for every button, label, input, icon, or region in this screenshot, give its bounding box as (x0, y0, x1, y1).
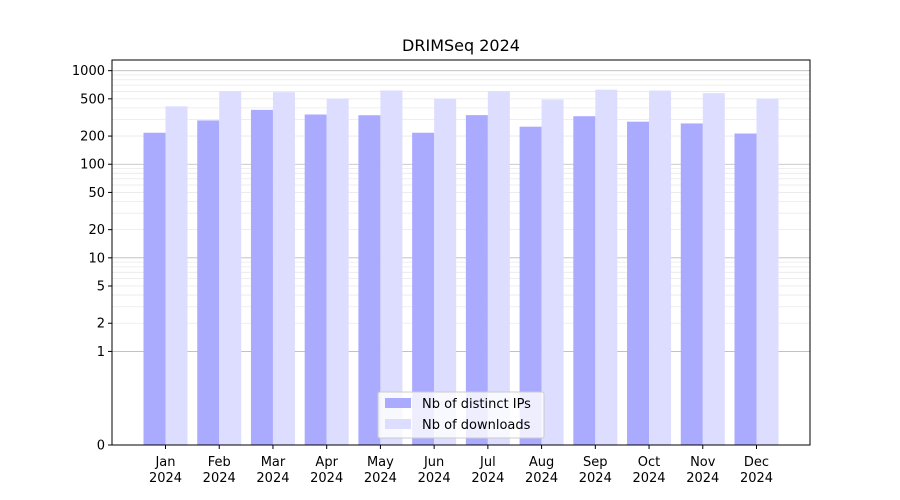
x-tick-label-month: Sep (583, 455, 608, 470)
bar-downloads (326, 98, 349, 446)
bar-distinct-ips (519, 126, 542, 445)
x-tick-label-month: Dec (744, 455, 769, 470)
bar-distinct-ips (250, 109, 273, 446)
x-tick-label-month: Mar (261, 455, 286, 470)
bar-downloads (487, 91, 510, 445)
x-tick-label-month: Jul (479, 455, 496, 470)
x-tick-label-year: 2024 (364, 471, 397, 486)
bar-downloads (595, 89, 618, 446)
bar-distinct-ips (304, 114, 327, 445)
y-tick-label: 2 (97, 317, 105, 332)
bar-distinct-ips (197, 120, 220, 445)
legend-box (377, 391, 545, 439)
bar-downloads (272, 92, 295, 445)
x-tick-label-month: Apr (315, 455, 338, 470)
bar-distinct-ips (573, 116, 596, 446)
x-tick-label-year: 2024 (579, 471, 612, 486)
bar-downloads (219, 91, 242, 446)
legend-swatch-distinct-ips (385, 398, 411, 408)
y-tick-label: 500 (80, 92, 105, 107)
bar-distinct-ips (412, 132, 435, 445)
legend-swatch-downloads (385, 419, 411, 429)
bar-distinct-ips (680, 123, 703, 445)
x-tick-label-year: 2024 (256, 471, 289, 486)
axis-ticks: 01251020501002005001000Jan2024Feb2024Mar… (72, 64, 773, 486)
bar-distinct-ips (734, 133, 757, 445)
x-tick-label-year: 2024 (310, 471, 343, 486)
y-tick-label: 10 (88, 251, 105, 266)
x-tick-label-year: 2024 (632, 471, 665, 486)
plot-area-frame (111, 59, 811, 446)
bar-distinct-ips (358, 115, 381, 445)
y-tick-label: 5 (97, 280, 105, 295)
y-tick-label: 0 (97, 439, 105, 454)
chart-title: DRIMSeq 2024 (402, 36, 520, 55)
x-tick-label-month: Jun (423, 455, 444, 470)
x-tick-label-month: Feb (208, 455, 231, 470)
x-tick-label-month: Oct (638, 455, 660, 470)
bar-distinct-ips (465, 115, 488, 446)
bar-downloads (165, 106, 188, 446)
bar-downloads (434, 98, 457, 445)
y-tick-label: 1000 (72, 64, 105, 79)
x-tick-label-year: 2024 (740, 471, 773, 486)
y-tick-label: 1 (97, 345, 105, 360)
y-tick-label: 20 (88, 223, 105, 238)
bars (143, 89, 779, 446)
x-tick-label-month: Nov (690, 455, 716, 470)
x-tick-label-month: May (367, 455, 394, 470)
x-tick-label-month: Aug (529, 455, 554, 470)
bar-downloads (380, 90, 403, 446)
bar-downloads (541, 99, 564, 445)
bar-downloads (756, 98, 779, 446)
bar-distinct-ips (143, 132, 166, 445)
y-tick-label: 200 (80, 130, 105, 145)
y-tick-label: 50 (88, 186, 105, 201)
x-tick-label-year: 2024 (418, 471, 451, 486)
x-tick-label-year: 2024 (203, 471, 236, 486)
x-tick-label-year: 2024 (471, 471, 504, 486)
x-tick-label-year: 2024 (525, 471, 558, 486)
x-tick-label-month: Jan (154, 455, 175, 470)
bar-downloads (702, 93, 725, 446)
x-tick-label-year: 2024 (686, 471, 719, 486)
x-tick-label-year: 2024 (149, 471, 182, 486)
legend-label-distinct-ips: Nb of distinct IPs (422, 397, 531, 412)
bar-distinct-ips (627, 121, 650, 446)
legend: Nb of distinct IPs Nb of downloads (377, 391, 545, 439)
legend-label-downloads: Nb of downloads (422, 418, 531, 433)
y-tick-label: 100 (80, 158, 105, 173)
bar-downloads (649, 90, 672, 445)
